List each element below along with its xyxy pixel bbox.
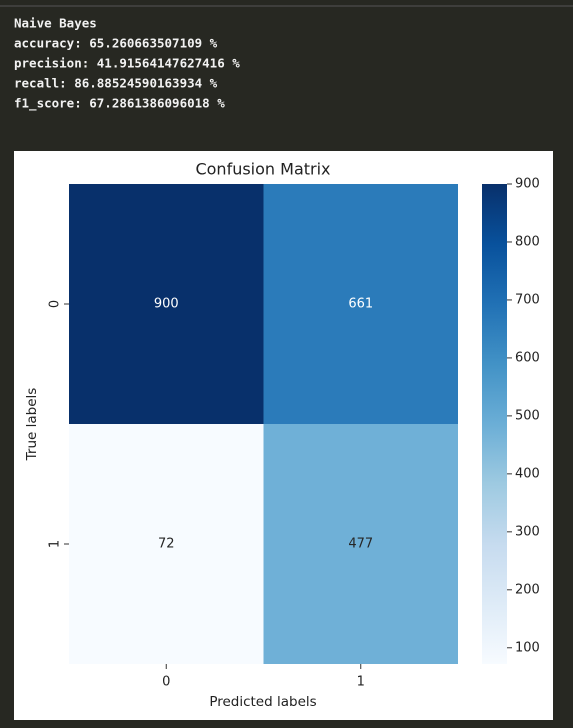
colorbar-tick-label: 800	[515, 234, 540, 249]
y-tick-label: 1	[48, 540, 63, 548]
output-line: f1_score: 67.2861386096018 %	[14, 96, 225, 112]
output-line: precision: 41.91564147627416 %	[14, 56, 240, 71]
heatmap-cell	[263, 184, 458, 424]
colorbar-tick-label: 400	[515, 466, 540, 481]
colorbar-tick-label: 300	[515, 524, 540, 539]
heatmap-cell	[69, 424, 264, 664]
colorbar-tick-label: 700	[515, 292, 540, 307]
colorbar-tick-label: 200	[515, 582, 540, 597]
colorbar	[482, 184, 507, 664]
output-line: recall: 86.88524590163934 %	[14, 76, 218, 91]
cell-label: 72	[158, 537, 175, 552]
colorbar-tick-label: 500	[515, 408, 540, 423]
cell-label: 477	[348, 537, 373, 552]
x-tick-label: 1	[357, 675, 365, 690]
x-axis-label: Predicted labels	[209, 694, 316, 710]
colorbar-tick-label: 600	[515, 350, 540, 365]
cell-label: 900	[154, 297, 179, 312]
x-tick-label: 0	[162, 675, 170, 690]
chart-title: Confusion Matrix	[195, 160, 330, 179]
colorbar-tick-label: 900	[515, 177, 540, 192]
heatmap-cell	[69, 184, 264, 424]
cell-label: 661	[348, 297, 373, 312]
output-line: accuracy: 65.260663507109 %	[14, 36, 218, 51]
colorbar-tick-label: 100	[515, 640, 540, 655]
heatmap-cell	[263, 424, 458, 664]
y-tick-label: 0	[48, 300, 63, 308]
y-axis-label: True labels	[24, 388, 40, 462]
output-line: Naive Bayes	[14, 16, 97, 31]
